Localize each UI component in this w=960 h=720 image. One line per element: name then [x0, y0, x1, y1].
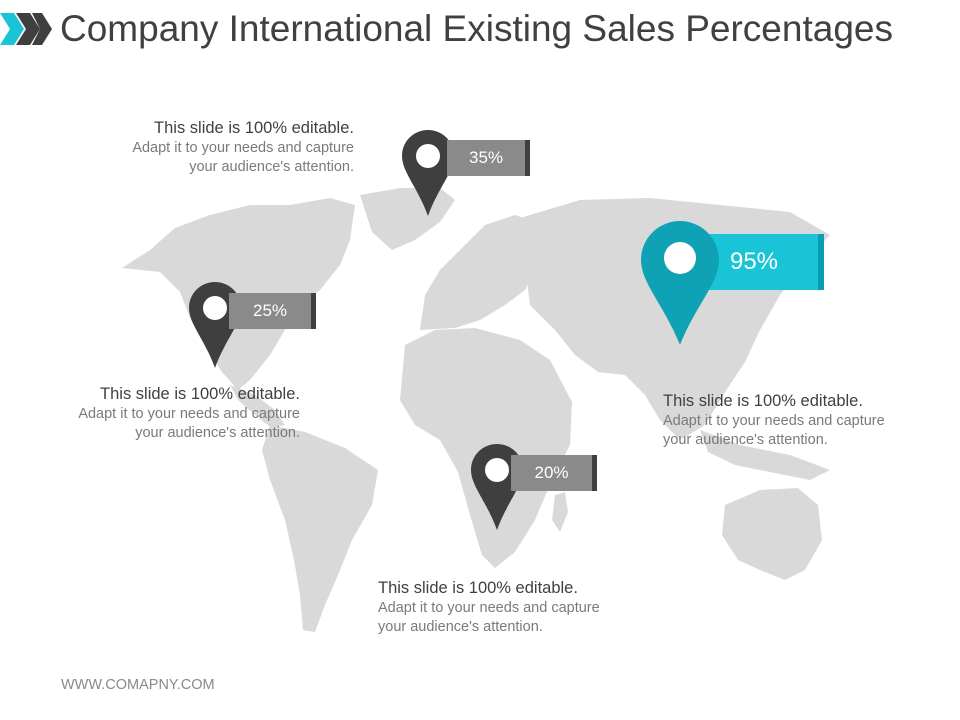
callout-body-line: your audience's attention.: [378, 619, 543, 635]
callout-body-line: Adapt it to your needs and capture: [663, 413, 885, 429]
callout-body-line: your audience's attention.: [663, 432, 828, 448]
map-pin-icon: [471, 444, 523, 530]
callout-body-line: Adapt it to your needs and capture: [378, 600, 600, 616]
callout-heading: This slide is 100% editable.: [154, 119, 354, 137]
callout-top: This slide is 100% editable. Adapt it to…: [84, 118, 354, 177]
map-pin-icon: [189, 282, 241, 368]
percentage-label-north-america: 25%: [229, 293, 316, 329]
map-europe: [420, 215, 545, 330]
callout-left: This slide is 100% editable. Adapt it to…: [30, 384, 300, 443]
percentage-label-europe: 35%: [447, 140, 530, 176]
callout-body-line: your audience's attention.: [189, 159, 354, 175]
callout-heading: This slide is 100% editable.: [378, 579, 578, 597]
map-central-america: [230, 385, 285, 428]
map-south-america: [262, 425, 378, 632]
map-pin-icon: [641, 221, 719, 345]
callout-body-line: Adapt it to your needs and capture: [132, 140, 354, 156]
map-madagascar: [552, 492, 568, 532]
percentage-label-africa: 20%: [511, 455, 597, 491]
callout-heading: This slide is 100% editable.: [663, 392, 863, 410]
map-australia: [722, 488, 822, 580]
callout-right: This slide is 100% editable. Adapt it to…: [663, 391, 933, 450]
callout-body-line: Adapt it to your needs and capture: [78, 406, 300, 422]
footer-url: WWW.COMAPNY.COM: [61, 677, 215, 693]
chevron-arrows-icon: [0, 13, 52, 45]
map-pin-icon: [402, 130, 454, 216]
slide-title: Company International Existing Sales Per…: [60, 8, 893, 49]
callout-heading: This slide is 100% editable.: [100, 385, 300, 403]
callout-bottom: This slide is 100% editable. Adapt it to…: [378, 578, 648, 637]
map-southeast-asia: [700, 430, 830, 480]
callout-body-line: your audience's attention.: [135, 425, 300, 441]
